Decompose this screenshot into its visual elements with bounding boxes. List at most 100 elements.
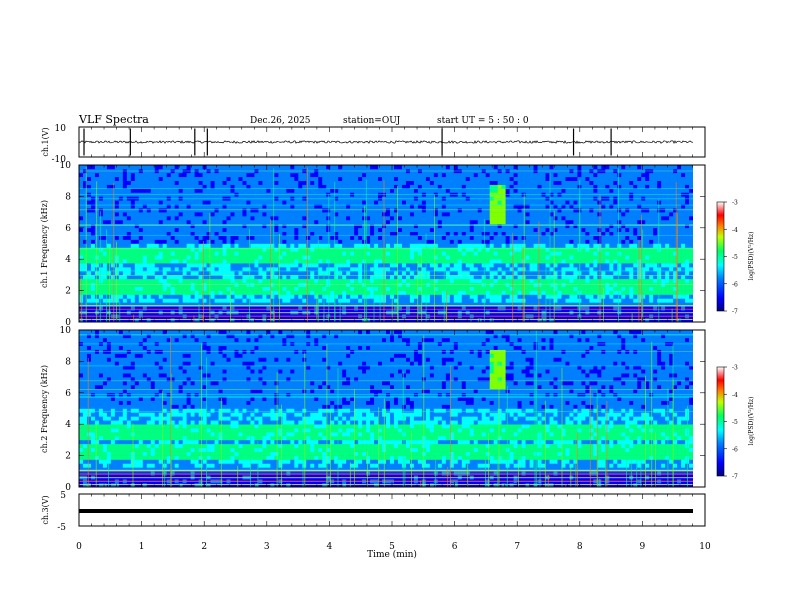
spectrogram-cell — [110, 172, 116, 178]
spectrogram-cell — [390, 235, 395, 240]
spectrogram-cell — [326, 267, 331, 272]
spectrogram-cell — [569, 212, 574, 217]
spectrogram-cell — [417, 306, 423, 311]
spectrogram-cell — [457, 188, 463, 193]
spectrogram-cell — [294, 188, 299, 193]
spectrogram-cell — [549, 212, 554, 217]
spectrogram-cell — [282, 180, 287, 185]
spectrogram-cell — [170, 278, 175, 284]
spectrogram-cell — [354, 219, 359, 225]
spectrogram-cell — [445, 282, 451, 287]
spectrogram-cell — [338, 216, 343, 221]
spectrogram-cell — [98, 235, 104, 240]
spectrogram-cell — [302, 259, 307, 264]
spectrogram-cell — [186, 180, 191, 185]
spectrogram-cell — [330, 165, 335, 170]
spectrogram-cell — [505, 176, 510, 181]
spectrogram-cell — [401, 239, 407, 244]
spectrogram-cell — [126, 188, 132, 193]
spectrogram-cell — [370, 259, 375, 264]
spectrogram-cell — [322, 172, 327, 178]
spectrogram-cell — [286, 188, 291, 193]
spectrogram-cell — [210, 270, 215, 276]
spectrogram-cell — [126, 263, 132, 268]
spectrogram-cell — [302, 200, 307, 205]
spectrogram-cell — [374, 251, 379, 256]
spectrogram-cell — [529, 188, 534, 193]
spectrogram-cell — [294, 278, 299, 284]
spectrogram-cell — [425, 282, 431, 287]
spectrogram-cell — [417, 239, 423, 244]
spectrogram-cell — [270, 188, 275, 193]
spectrogram-cell — [561, 165, 566, 170]
spectrogram-cell — [541, 259, 546, 264]
spectrogram-cell — [306, 204, 311, 209]
spectrogram-cell — [178, 172, 183, 178]
spectrogram-cell — [477, 298, 483, 303]
spectrogram-cell — [226, 282, 231, 287]
spectrogram-cell — [214, 270, 219, 276]
spectrogram-cell — [449, 318, 455, 323]
spectrogram-cell — [342, 184, 347, 189]
spectrogram-cell — [238, 180, 243, 185]
spectrogram-cell — [262, 188, 267, 193]
spectrogram-cell — [282, 278, 287, 284]
spectrogram-cell — [230, 231, 235, 236]
spectrogram-cell — [138, 239, 144, 244]
spectrogram-cell — [314, 318, 319, 323]
spectrogram-cell — [565, 306, 570, 311]
spectrogram-cell — [82, 200, 88, 205]
spectrogram-cell — [497, 239, 502, 244]
spectrogram-cell — [102, 278, 108, 284]
spectrogram-cell — [210, 318, 215, 323]
spectrogram-cell — [302, 251, 307, 256]
spectrogram-cell — [493, 239, 498, 244]
spectrogram-cell — [146, 298, 152, 303]
spectrogram-cell — [79, 247, 84, 252]
spectrogram-cell — [90, 290, 96, 295]
spectrogram-cell — [437, 204, 443, 209]
spectrogram-cell — [417, 231, 423, 236]
spectrogram-cell — [437, 318, 443, 323]
spectrogram-cell — [437, 165, 443, 170]
spectrogram-cell — [218, 247, 223, 252]
spectrogram-cell — [194, 239, 199, 244]
spectrogram-cell — [254, 231, 259, 236]
spectrogram-cell — [306, 180, 311, 185]
spectrogram-cell — [118, 188, 124, 193]
spectrogram-cell — [210, 278, 215, 284]
spectrogram-cell — [146, 196, 152, 201]
spectrogram-cell — [505, 196, 510, 201]
spectrogram-cell — [142, 212, 148, 217]
spectrogram-cell — [126, 239, 132, 244]
spectrogram-cell — [202, 204, 207, 209]
spectrogram-cell — [545, 235, 550, 240]
spectrogram-cell — [370, 294, 375, 299]
spectrogram-cell — [565, 302, 570, 307]
spectrogram-cell — [146, 231, 152, 236]
spectrogram-cell — [82, 274, 88, 280]
spectrogram-cell — [457, 278, 463, 284]
spectrogram-cell — [86, 165, 92, 170]
spectrogram-cell — [374, 278, 379, 284]
spectrogram-cell — [401, 235, 407, 240]
spectrogram-cell — [509, 290, 514, 295]
spectrogram-cell — [282, 184, 287, 189]
spectrogram-cell — [326, 227, 331, 233]
spectrogram-cell — [358, 172, 363, 178]
spectrogram-cell — [557, 188, 562, 193]
spectrogram-cell — [461, 298, 467, 303]
spectrogram-cell — [465, 196, 471, 201]
spectrogram-cell — [362, 219, 367, 225]
spectrogram-cell — [501, 172, 506, 178]
spectrogram-cell — [409, 255, 415, 260]
spectrogram-cell — [497, 318, 502, 323]
spectrogram-cell — [485, 231, 490, 236]
spectrogram-cell — [246, 216, 251, 221]
spectrogram-cell — [190, 188, 195, 193]
spectrogram-cell — [282, 267, 287, 272]
spectrogram-cell — [342, 212, 347, 217]
spectrogram-cell — [509, 267, 514, 272]
spectrogram-cell — [346, 270, 351, 276]
spectrogram-cell — [190, 212, 195, 217]
